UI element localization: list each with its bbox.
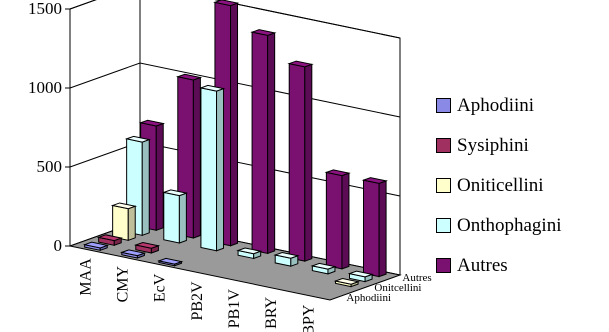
bar-side [304, 63, 313, 262]
x-tick-label: PB2V [189, 281, 206, 321]
bar-top [287, 60, 314, 68]
legend-swatch-onthophagini [436, 218, 451, 233]
bar-side [341, 172, 350, 270]
bar-onthophagini-bry [310, 262, 337, 275]
bar-top [324, 169, 351, 177]
legend-item-sysiphini: Sysiphini [436, 128, 606, 163]
legend-label-oniticellini: Oniticellini [457, 174, 544, 196]
legend-item-onthophagini: Onthophagini [436, 208, 606, 243]
y-tick-label: 1500 [28, 0, 62, 18]
bar-top [250, 29, 277, 36]
bar-side [378, 180, 387, 278]
bar-top [347, 270, 374, 278]
legend-item-aphodiini: Aphodiini [436, 88, 606, 123]
legend-label-aphodiini: Aphodiini [457, 94, 535, 116]
bar-front [200, 87, 218, 252]
bar-top [175, 73, 203, 81]
bar-top [361, 177, 388, 184]
bar-side [267, 32, 276, 255]
bar-top [119, 249, 147, 257]
bar-top [157, 257, 184, 265]
y-tick-label: 500 [37, 157, 63, 176]
bar-autres-bry [324, 169, 351, 270]
legend-swatch-aphodiini [436, 98, 451, 113]
bar-top [96, 234, 124, 242]
x-tick-label: EcV [152, 273, 169, 302]
x-tick-label: BPY [300, 304, 317, 332]
bar-onthophagini-ecv [199, 84, 226, 252]
bar-top [213, 0, 240, 7]
bar-autres-bpy [361, 177, 388, 278]
legend-swatch-autres [436, 258, 451, 273]
bar-side [216, 87, 225, 252]
bar-top [138, 119, 166, 127]
bar-front [288, 62, 306, 262]
bar-aphodiini-cmy [119, 249, 147, 259]
bar-side [127, 205, 136, 242]
bar-onthophagini-cmy [161, 189, 189, 244]
bar-sysiphini-cmy [133, 242, 161, 254]
bar-oniticellini-maa [110, 202, 138, 242]
legend-item-autres: Autres [436, 248, 606, 283]
bar-aphodiini-ecv [157, 257, 184, 267]
legend-label-onthophagini: Onthophagini [457, 214, 562, 236]
legend-label-autres: Autres [457, 254, 508, 276]
bar-oniticellini-bpy [333, 277, 360, 288]
y-tick-label: 0 [54, 236, 63, 255]
bar-top [124, 135, 152, 143]
depth-tick-label: Onitcellini [374, 282, 421, 294]
bar-front [363, 179, 380, 278]
bar-front [163, 191, 180, 244]
bar-top [110, 202, 138, 210]
bar-onthophagini-pb1v [273, 252, 300, 267]
bar-side [141, 138, 150, 237]
x-tick-label: CMY [115, 266, 132, 303]
legend-item-oniticellini: Oniticellini [436, 168, 606, 203]
bar-front [251, 31, 269, 255]
gridline [69, 0, 401, 39]
bar-onthophagini-pb2v [236, 247, 263, 260]
legend: Aphodiini Sysiphini Oniticellini Onthoph… [436, 88, 606, 288]
x-tick-label: PB1V [226, 289, 243, 329]
bar-top [236, 247, 263, 255]
bar-top [310, 262, 337, 270]
bar-front [112, 204, 129, 241]
bar-top [82, 241, 110, 249]
legend-label-sysiphini: Sysiphini [457, 134, 529, 156]
bar-autres-pb2v [250, 29, 277, 255]
x-tick-label: BRY [263, 296, 280, 328]
bar-front [325, 171, 343, 270]
bar-side [230, 2, 239, 247]
bar-autres-cmy [175, 73, 203, 239]
gridline [69, 62, 401, 118]
bar-top [333, 277, 360, 285]
bar-top [133, 242, 161, 249]
y-tick-label: 1000 [28, 78, 62, 97]
legend-swatch-oniticellini [436, 178, 451, 193]
bar-side [178, 192, 187, 244]
bar-top [273, 252, 300, 259]
bar-side [192, 76, 201, 239]
bar-sysiphini-maa [96, 234, 124, 247]
bar-top [199, 84, 226, 92]
bar-side [155, 122, 164, 232]
bar-autres-pb1v [287, 60, 314, 262]
depth-tick-label: Autres [402, 272, 431, 284]
x-tick-label: MAA [77, 258, 94, 296]
depth-tick-label: Aphodiini [346, 292, 391, 304]
bar-aphodiini-maa [82, 241, 110, 252]
bar-onthophagini-bpy [347, 270, 374, 283]
legend-swatch-sysiphini [436, 138, 451, 153]
bar-top [161, 189, 189, 197]
